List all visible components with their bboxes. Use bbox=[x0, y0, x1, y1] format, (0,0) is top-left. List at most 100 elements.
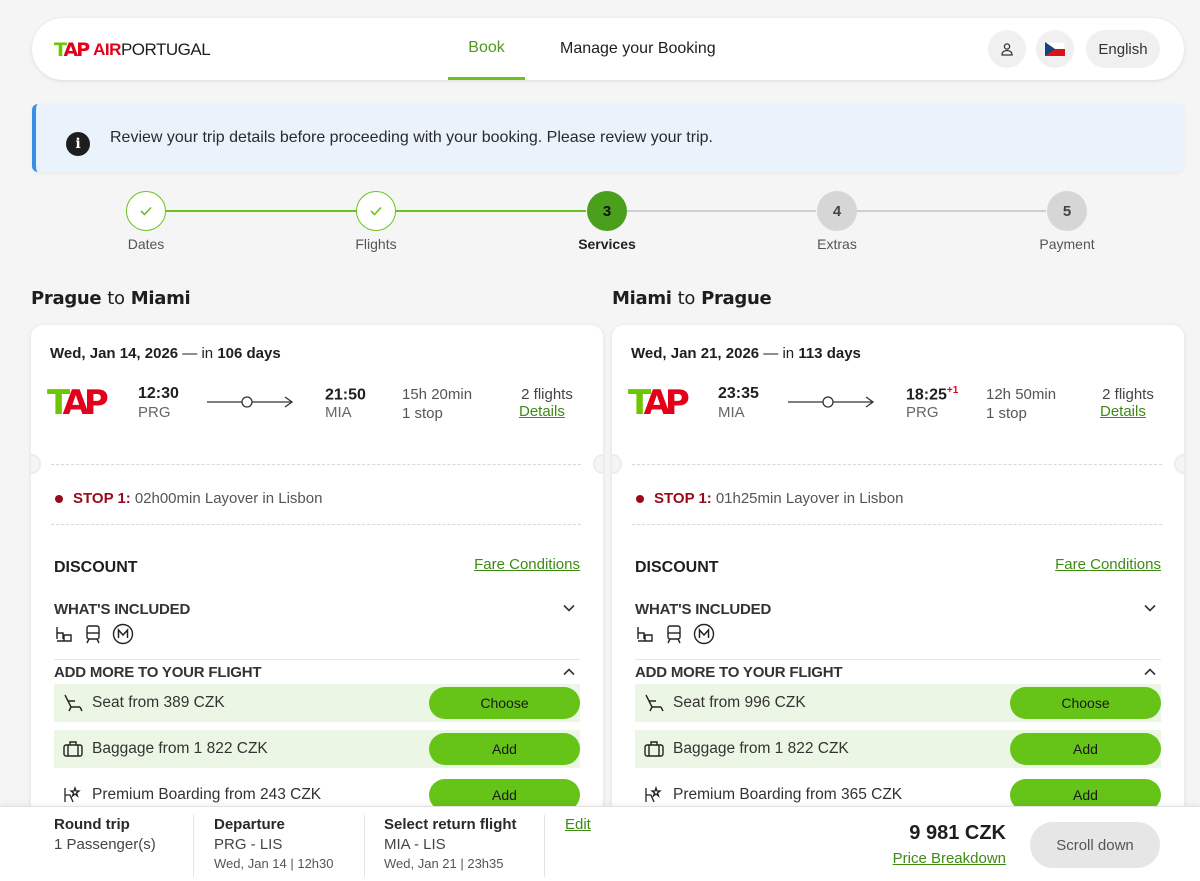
step-services-number: 3 bbox=[587, 191, 627, 231]
flight-stops: 1 stop bbox=[986, 405, 1027, 422]
ticket-notch bbox=[593, 454, 603, 474]
step-label-dates: Dates bbox=[127, 236, 165, 252]
addon-baggage-label: Baggage from 1 822 CZK bbox=[92, 740, 268, 757]
ticket-notch bbox=[1174, 454, 1184, 474]
add-baggage-button[interactable]: Add bbox=[1010, 733, 1161, 765]
chevron-down-icon[interactable] bbox=[1144, 604, 1156, 612]
scroll-down-button[interactable]: Scroll down bbox=[1030, 822, 1160, 868]
whats-included-header[interactable]: WHAT'S INCLUDED bbox=[54, 601, 191, 618]
included-icons bbox=[635, 623, 715, 645]
departure-route: PRG - LIS bbox=[214, 836, 283, 853]
divider bbox=[51, 524, 581, 525]
step-dates-check-icon[interactable] bbox=[126, 191, 166, 231]
flight-date: Wed, Jan 21, 2026 — in 113 days bbox=[631, 345, 861, 362]
choose-seat-button[interactable]: Choose bbox=[429, 687, 580, 719]
inbound-from-city: Miami bbox=[612, 288, 672, 309]
route-to-word: to bbox=[677, 288, 696, 309]
departure-airport: PRG bbox=[138, 404, 171, 421]
departure-title: Departure bbox=[214, 816, 285, 833]
baggage-icon bbox=[644, 741, 664, 757]
add-more-header[interactable]: ADD MORE TO YOUR FLIGHT bbox=[635, 664, 843, 681]
flight-date-separator: — in bbox=[178, 345, 218, 362]
tap-logo-mark: TAP bbox=[54, 39, 90, 61]
stop-dot-icon bbox=[636, 494, 644, 503]
brand-air: AIR bbox=[93, 40, 121, 59]
price-breakdown-link[interactable]: Price Breakdown bbox=[892, 850, 1006, 867]
addon-seat-label: Seat from 389 CZK bbox=[92, 694, 225, 711]
flights-count: 2 flights bbox=[521, 386, 573, 403]
return-route: MIA - LIS bbox=[384, 836, 446, 853]
step-label-flights: Flights bbox=[355, 236, 397, 252]
stop-text: 01h25min Layover in Lisbon bbox=[715, 490, 904, 507]
addon-row-seat: Seat from 389 CZK Choose bbox=[54, 684, 580, 722]
flight-duration: 12h 50min bbox=[986, 386, 1057, 403]
train-icon bbox=[667, 625, 681, 644]
chevron-down-icon[interactable] bbox=[563, 604, 575, 612]
info-banner-text: Review your trip details before proceedi… bbox=[110, 129, 713, 146]
checked-bag-icon bbox=[56, 627, 72, 642]
flight-stops: 1 stop bbox=[402, 405, 443, 422]
step-flights-check-icon[interactable] bbox=[356, 191, 396, 231]
return-title: Select return flight bbox=[384, 816, 517, 833]
arrival-time: 18:25+1 bbox=[906, 385, 959, 404]
fare-conditions-link[interactable]: Fare Conditions bbox=[1055, 556, 1161, 573]
stop-text: 02h00min Layover in Lisbon bbox=[134, 490, 323, 507]
nav-manage-booking-tab[interactable]: Manage your Booking bbox=[560, 40, 716, 57]
return-summary: Select return flight MIA - LIS Wed, Jan … bbox=[384, 816, 517, 871]
addon-seat-label: Seat from 996 CZK bbox=[673, 694, 806, 711]
ticket-divider bbox=[51, 464, 581, 465]
nav-book-tab[interactable]: Book bbox=[448, 18, 525, 80]
stepper-connector bbox=[856, 210, 1046, 212]
arrival-airport: MIA bbox=[325, 404, 352, 421]
account-button[interactable] bbox=[988, 30, 1026, 68]
flight-details-link[interactable]: Details bbox=[1100, 403, 1146, 420]
flight-date-text: Wed, Jan 21, 2026 bbox=[631, 345, 760, 362]
tap-air-portugal-logo[interactable]: TAP AIRPORTUGAL bbox=[54, 39, 211, 61]
divider bbox=[54, 659, 580, 660]
add-baggage-button[interactable]: Add bbox=[429, 733, 580, 765]
fare-family-name: DISCOUNT bbox=[635, 559, 719, 576]
divider bbox=[364, 815, 365, 877]
addon-premium-boarding-label: Premium Boarding from 243 CZK bbox=[92, 786, 322, 803]
miles-icon bbox=[693, 623, 715, 645]
edit-booking-link[interactable]: Edit bbox=[565, 816, 591, 833]
addon-row-baggage: Baggage from 1 822 CZK Add bbox=[635, 730, 1161, 768]
addon-premium-boarding-label: Premium Boarding from 365 CZK bbox=[673, 786, 903, 803]
outbound-to-city: Miami bbox=[130, 288, 191, 309]
included-icons bbox=[54, 623, 134, 645]
stop-dot-icon bbox=[55, 494, 63, 503]
language-button[interactable]: English bbox=[1086, 30, 1160, 68]
inbound-to-city: Prague bbox=[701, 288, 772, 309]
czech-flag-icon bbox=[1045, 42, 1065, 56]
flight-details-link[interactable]: Details bbox=[519, 403, 565, 420]
passenger-count: 1 Passenger(s) bbox=[54, 836, 156, 853]
ticket-divider bbox=[632, 464, 1162, 465]
chevron-up-icon[interactable] bbox=[563, 668, 575, 676]
step-label-payment: Payment bbox=[1039, 236, 1095, 252]
airline-logo: TAP bbox=[47, 383, 109, 423]
flight-date: Wed, Jan 14, 2026 — in 106 days bbox=[50, 345, 281, 362]
add-more-header[interactable]: ADD MORE TO YOUR FLIGHT bbox=[54, 664, 262, 681]
premium-boarding-icon bbox=[645, 785, 662, 803]
arrival-airport: PRG bbox=[906, 404, 939, 421]
step-payment-number: 5 bbox=[1047, 191, 1087, 231]
addon-row-baggage: Baggage from 1 822 CZK Add bbox=[54, 730, 580, 768]
trip-summary: Round trip 1 Passenger(s) bbox=[54, 816, 156, 853]
outbound-flight-card: Wed, Jan 14, 2026 — in 106 days TAP 12:3… bbox=[31, 325, 603, 845]
stop-info: STOP 1: 02h00min Layover in Lisbon bbox=[55, 490, 322, 507]
chevron-up-icon[interactable] bbox=[1144, 668, 1156, 676]
choose-seat-button[interactable]: Choose bbox=[1010, 687, 1161, 719]
train-icon bbox=[86, 625, 100, 644]
add-premium-boarding-button[interactable]: Add bbox=[1010, 779, 1161, 811]
trip-type: Round trip bbox=[54, 816, 130, 833]
days-until-flight: 113 days bbox=[798, 345, 861, 362]
whats-included-header[interactable]: WHAT'S INCLUDED bbox=[635, 601, 772, 618]
stepper-connector bbox=[396, 210, 586, 212]
seat-icon bbox=[64, 694, 83, 712]
add-premium-boarding-button[interactable]: Add bbox=[429, 779, 580, 811]
divider bbox=[632, 524, 1162, 525]
fare-conditions-link[interactable]: Fare Conditions bbox=[474, 556, 580, 573]
stop-label: STOP 1: bbox=[654, 490, 712, 507]
country-selector-button[interactable] bbox=[1036, 30, 1074, 68]
flight-date-separator: — in bbox=[759, 345, 799, 362]
